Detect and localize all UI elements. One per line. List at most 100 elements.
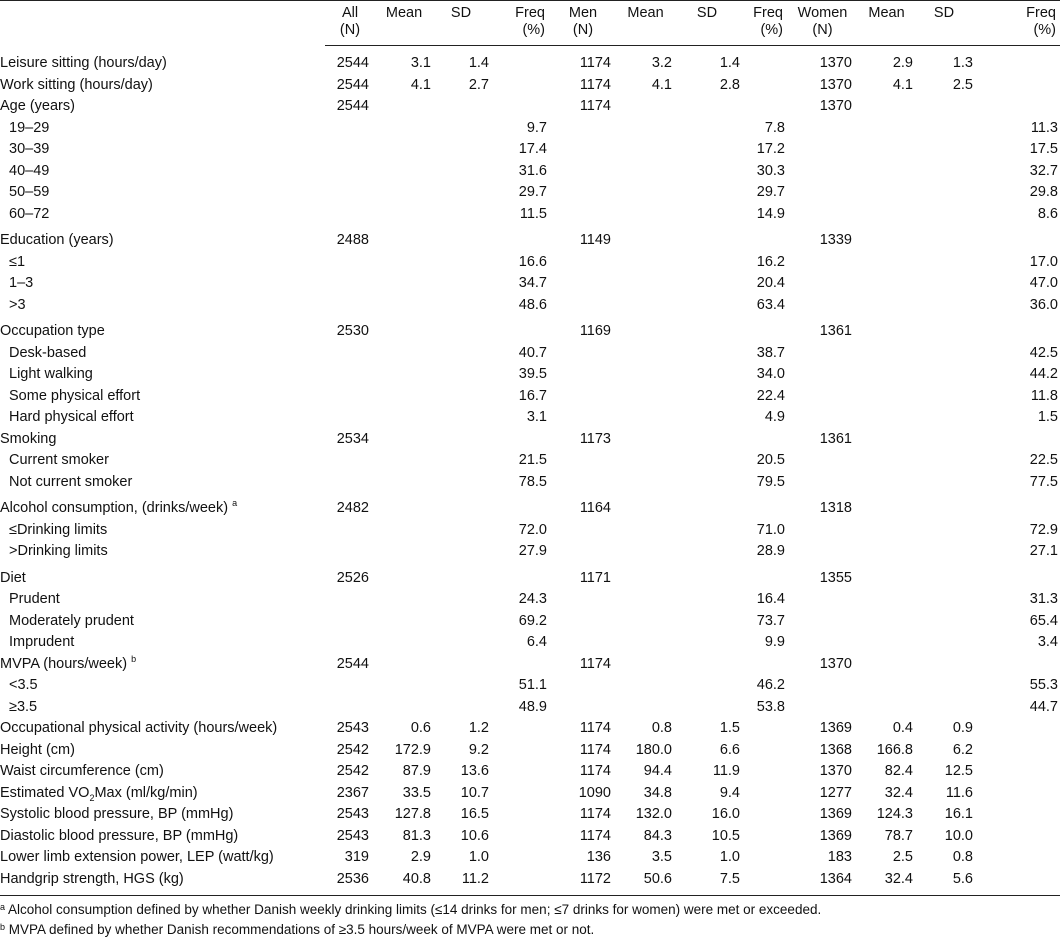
cell-all-mean: 4.1 bbox=[410, 76, 431, 93]
cell-women-n bbox=[787, 541, 860, 563]
cell-all-mean bbox=[377, 541, 433, 563]
cell-men-freq: 7.8 bbox=[764, 119, 785, 136]
header-label bbox=[433, 22, 489, 39]
row-label: Handgrip strength, HGS (kg) bbox=[0, 869, 325, 891]
cell-women-sd bbox=[915, 182, 975, 204]
header-label: (%) bbox=[1033, 22, 1056, 38]
cell-women-n bbox=[787, 118, 860, 140]
cell-all-n: 2367 bbox=[336, 784, 369, 801]
cell-all-sd: 1.0 bbox=[468, 849, 489, 865]
cell-women-freq bbox=[975, 429, 1060, 451]
cell-women-mean bbox=[860, 563, 915, 590]
cell-men-mean bbox=[619, 364, 674, 386]
cell-women-sd: 0.9 bbox=[952, 720, 973, 736]
cell-women-n bbox=[787, 343, 860, 365]
table-row: Diastolic blood pressure, BP (mmHg) 2543 8… bbox=[0, 826, 1060, 848]
cell-women-sd: 12.5 bbox=[944, 763, 973, 779]
cell-all-mean: 0.6 bbox=[410, 720, 431, 736]
row-label: Occupation type bbox=[0, 316, 325, 343]
cell-all-freq: 69.2 bbox=[518, 612, 547, 629]
header-label: Mean bbox=[385, 5, 423, 21]
cell-men-n bbox=[549, 139, 619, 161]
cell-all-freq: 27.9 bbox=[518, 543, 547, 559]
cell-women-mean bbox=[860, 252, 915, 274]
cell-men-n: 1174 bbox=[579, 720, 611, 736]
cell-all-n bbox=[325, 697, 377, 719]
cell-women-mean bbox=[860, 96, 915, 118]
row-label-text: Some physical effort bbox=[9, 387, 141, 404]
cell-women-sd bbox=[915, 316, 975, 343]
row-label: 19–29 bbox=[0, 118, 325, 140]
cell-all-mean: 127.8 bbox=[394, 806, 431, 822]
cell-men-sd bbox=[674, 407, 742, 429]
cell-women-mean bbox=[860, 697, 915, 719]
table-row: Not current smoker 78.5 79.5 77.5 bbox=[0, 472, 1060, 494]
cell-all-n bbox=[325, 273, 377, 295]
cell-women-freq bbox=[975, 225, 1060, 252]
cell-women-freq bbox=[975, 740, 1060, 762]
cell-all-freq: 3.1 bbox=[526, 409, 547, 425]
cell-women-mean: 2.5 bbox=[892, 849, 913, 865]
cell-men-sd: 9.4 bbox=[719, 784, 740, 801]
row-label: Hard physical effort bbox=[0, 407, 325, 429]
table-row: >Drinking limits 27.9 28.9 27.1 bbox=[0, 541, 1060, 563]
cell-all-n bbox=[325, 589, 377, 611]
cell-women-sd bbox=[915, 407, 975, 429]
row-label: 1–3 bbox=[0, 273, 325, 295]
cell-all-freq: 6.4 bbox=[526, 634, 547, 650]
cell-men-freq bbox=[742, 429, 787, 451]
cell-men-freq: 20.4 bbox=[756, 275, 785, 291]
cell-men-n: 1174 bbox=[579, 741, 611, 758]
cell-women-sd bbox=[915, 589, 975, 611]
cell-men-sd bbox=[674, 563, 742, 590]
cell-women-sd bbox=[915, 273, 975, 295]
cell-men-n bbox=[549, 611, 619, 633]
cell-all-sd: 10.7 bbox=[460, 784, 489, 801]
cell-all-n: 2482 bbox=[336, 500, 369, 516]
cell-men-sd bbox=[674, 96, 742, 118]
cell-men-freq bbox=[742, 869, 787, 891]
cell-women-sd bbox=[915, 450, 975, 472]
table-row: >3 48.6 63.4 36.0 bbox=[0, 295, 1060, 317]
row-label: Work sitting (hours/day) bbox=[0, 75, 325, 97]
cell-men-n bbox=[549, 204, 619, 226]
cell-women-mean bbox=[860, 589, 915, 611]
cell-men-freq: 34.0 bbox=[756, 366, 785, 382]
cell-all-mean bbox=[377, 316, 433, 343]
cell-men-freq: 71.0 bbox=[756, 521, 785, 538]
cell-men-sd bbox=[674, 316, 742, 343]
cell-women-sd: 10.0 bbox=[944, 827, 973, 844]
row-label-text: 60–72 bbox=[9, 205, 50, 222]
cell-men-n bbox=[549, 118, 619, 140]
row-label: >Drinking limits bbox=[0, 541, 325, 563]
cell-all-sd bbox=[433, 429, 491, 451]
cell-men-freq bbox=[742, 826, 787, 848]
row-label-text: Hard physical effort bbox=[9, 409, 134, 425]
cell-men-n bbox=[549, 697, 619, 719]
row-label: ≤1 bbox=[0, 252, 325, 274]
cell-women-mean bbox=[860, 541, 915, 563]
cell-women-freq: 29.8 bbox=[1029, 184, 1058, 200]
cell-all-n bbox=[325, 520, 377, 542]
header-label: Women bbox=[797, 5, 848, 21]
cell-women-sd bbox=[915, 386, 975, 408]
cell-all-sd bbox=[433, 161, 491, 183]
row-label-text: Age (years) bbox=[0, 98, 75, 114]
cell-all-mean bbox=[377, 654, 433, 676]
table-row: ≤1 16.6 16.2 17.0 bbox=[0, 252, 1060, 274]
header-blank bbox=[0, 2, 325, 46]
table-row: Imprudent 6.4 9.9 3.4 bbox=[0, 632, 1060, 654]
cell-men-n: 1174 bbox=[579, 806, 611, 822]
cell-all-freq bbox=[491, 740, 549, 762]
cell-women-sd bbox=[915, 520, 975, 542]
cell-all-n bbox=[325, 343, 377, 365]
cell-women-sd: 5.6 bbox=[952, 870, 973, 887]
cell-women-n bbox=[787, 161, 860, 183]
cell-men-n: 1173 bbox=[579, 430, 611, 447]
footnote-rule bbox=[0, 895, 1060, 896]
cell-all-sd bbox=[433, 450, 491, 472]
cell-men-mean: 3.5 bbox=[651, 849, 672, 865]
cell-women-n bbox=[787, 204, 860, 226]
cell-men-mean bbox=[619, 225, 674, 252]
cell-men-mean bbox=[619, 472, 674, 494]
